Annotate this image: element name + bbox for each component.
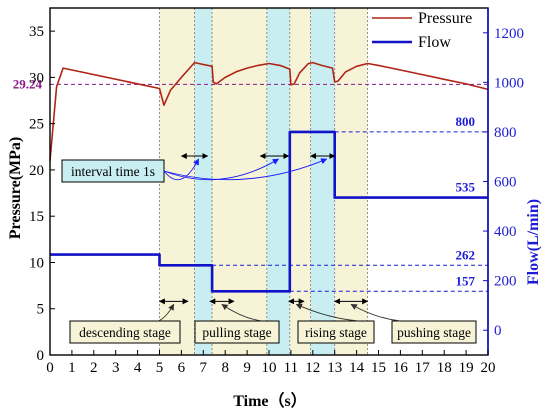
series-lines	[49, 61, 489, 293]
x-tick-label: 6	[178, 360, 186, 376]
y-right-tick-label: 0	[494, 323, 502, 339]
y-right-tick-label: 200	[494, 274, 517, 290]
x-tick-label: 10	[262, 360, 277, 376]
reference-label: 157	[456, 273, 476, 288]
x-tick-label: 17	[415, 360, 431, 376]
stage-label-text: rising stage	[305, 325, 367, 340]
x-tick-label: 16	[393, 360, 409, 376]
y-left-tick-label: 10	[29, 255, 44, 271]
x-tick-label: 5	[156, 360, 164, 376]
stage-label-box	[69, 320, 181, 344]
x-tick-label: 13	[327, 360, 342, 376]
y-left-tick-label: 30	[29, 70, 44, 86]
y-right-tick-label: 600	[494, 175, 517, 191]
y-axis-right-title: Flow(L/min)	[525, 199, 542, 285]
x-tick-label: 7	[200, 360, 208, 376]
x-tick-label: 4	[134, 360, 142, 376]
series-line-pressure	[49, 61, 489, 161]
stage-pointer	[350, 303, 401, 322]
reference-label: 800	[456, 114, 476, 129]
x-tick-label: 8	[221, 360, 229, 376]
x-tick-label: 14	[349, 360, 365, 376]
axes: 0 1 2 3 4 5 6 7 8 9 10 11 12 13 14 15 16 17 18 19 2005101520…	[29, 7, 524, 376]
interval-label-text: interval time 1s	[71, 164, 155, 179]
y-left-tick-label: 20	[29, 163, 44, 179]
stage-band	[159, 8, 195, 355]
interval-pointer	[163, 158, 328, 181]
reference-label: 29.24	[13, 76, 43, 91]
stage-band	[266, 8, 290, 355]
series-line-flow	[50, 130, 488, 293]
stage-pointer	[221, 303, 263, 322]
stage-label-text: pushing stage	[397, 325, 471, 340]
stage-label-box	[194, 320, 280, 344]
x-tick-label: 20	[481, 360, 496, 376]
reference-label: 262	[456, 247, 476, 262]
x-tick-label: 1	[68, 360, 76, 376]
y-axis-left-title: Pressure(MPa)	[7, 137, 24, 239]
stage-band	[334, 8, 368, 355]
stage-band	[194, 8, 213, 355]
stage-label-text: pulling stage	[202, 325, 271, 340]
x-tick-label: 2	[90, 360, 98, 376]
x-tick-label: 0	[46, 360, 54, 376]
stage-bands	[159, 8, 368, 355]
x-tick-label: 12	[305, 360, 320, 376]
stage-label-box	[297, 320, 375, 344]
stage-pointer	[157, 303, 175, 322]
y-left-tick-label: 0	[37, 348, 45, 364]
stage-band	[289, 8, 311, 355]
y-right-tick-label: 400	[494, 224, 517, 240]
stage-label-text: descending stage	[79, 325, 171, 340]
y-right-tick-label: 800	[494, 125, 517, 141]
legend: Pressure Flow	[372, 10, 472, 51]
y-left-tick-label: 5	[37, 302, 45, 318]
x-tick-label: 3	[112, 360, 120, 376]
stage-band	[212, 8, 267, 355]
y-left-tick-label: 35	[29, 24, 44, 40]
x-tick-label: 9	[243, 360, 251, 376]
legend-label-pressure: Pressure	[418, 10, 472, 27]
interval-pointer	[163, 158, 199, 181]
x-axis-title: Time（s）	[233, 392, 307, 410]
reference-lines: 29.24 800 535 262 157	[13, 76, 488, 292]
y-right-tick-label: 1000	[494, 75, 524, 91]
stage-band	[310, 8, 335, 355]
stage-label-box	[391, 320, 477, 344]
interval-pointer	[163, 158, 280, 181]
reference-label: 535	[456, 180, 476, 195]
annotations: interval time 1s descending stage pulling …	[61, 153, 477, 344]
x-tick-label: 15	[371, 360, 386, 376]
x-tick-label: 18	[437, 360, 452, 376]
y-right-tick-label: 1200	[494, 26, 524, 42]
y-left-tick-label: 25	[29, 117, 44, 133]
legend-label-flow: Flow	[418, 34, 451, 51]
x-tick-label: 19	[459, 360, 474, 376]
y-left-tick-label: 15	[29, 209, 44, 225]
x-tick-label: 11	[284, 360, 298, 376]
stage-pointer	[295, 303, 359, 322]
